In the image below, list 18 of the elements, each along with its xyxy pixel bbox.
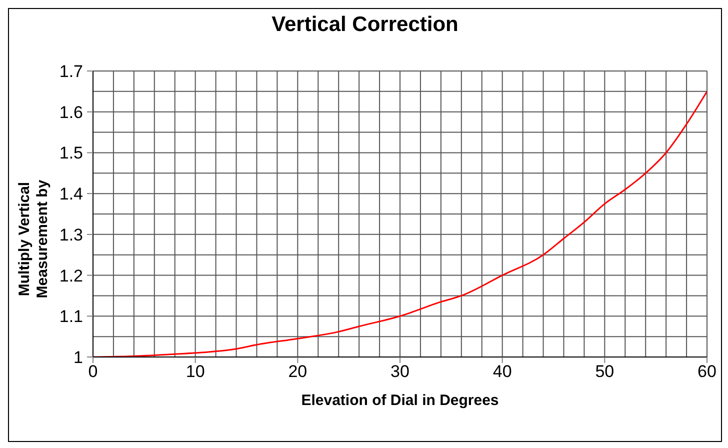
y-tick-label: 1 bbox=[74, 348, 83, 367]
x-tick-label: 0 bbox=[88, 362, 98, 381]
x-tick-label: 50 bbox=[595, 362, 614, 381]
y-tick-label: 1.4 bbox=[59, 184, 83, 204]
y-tick-label: 1.2 bbox=[59, 266, 83, 286]
x-tick-label: 20 bbox=[288, 362, 308, 381]
x-tick-label: 30 bbox=[390, 362, 410, 381]
y-axis-title: Multiply Vertical Measurement by bbox=[16, 178, 52, 300]
x-tick-label: 10 bbox=[186, 362, 205, 381]
x-tick-label: 60 bbox=[698, 362, 716, 381]
y-tick-label: 1.7 bbox=[59, 62, 83, 81]
y-tick-label: 1.1 bbox=[59, 307, 83, 326]
x-tick-label: 40 bbox=[492, 362, 512, 381]
y-tick-label: 1.5 bbox=[59, 144, 83, 163]
x-axis-title: Elevation of Dial in Degrees bbox=[301, 392, 499, 409]
y-tick-label: 1.6 bbox=[59, 102, 83, 122]
y-tick-label: 1.3 bbox=[59, 225, 83, 244]
chart-title: Vertical Correction bbox=[270, 13, 460, 37]
